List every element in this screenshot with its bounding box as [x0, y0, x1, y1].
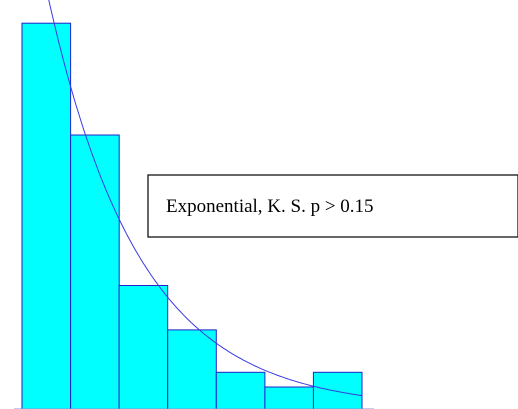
histogram-bar — [118, 285, 169, 409]
histogram-bar — [312, 371, 363, 409]
histogram-bar — [21, 22, 72, 409]
histogram-bars — [21, 22, 363, 409]
exponential-fit-curve — [48, 0, 363, 397]
annotation-text: Exponential, K. S. p > 0.15 — [166, 196, 374, 217]
annotation-frame — [147, 174, 518, 238]
histogram-bar — [215, 371, 266, 409]
histogram-bar — [167, 329, 217, 409]
histogram-bar — [70, 134, 120, 409]
histogram-bar — [264, 386, 314, 409]
annotation-box: Exponential, K. S. p > 0.15 — [147, 174, 518, 238]
